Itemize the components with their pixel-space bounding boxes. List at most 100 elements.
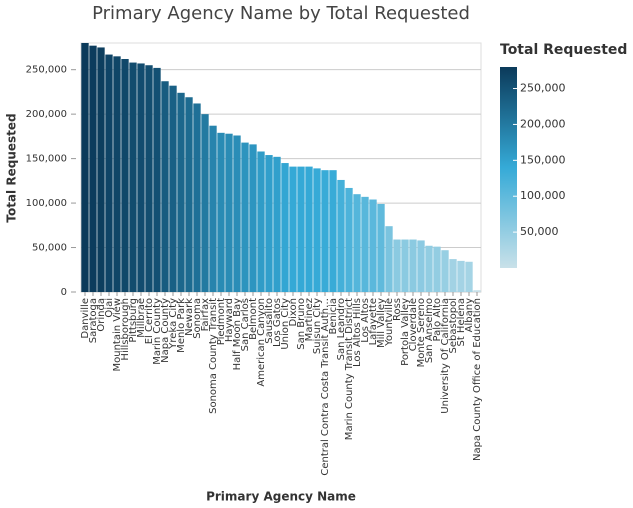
x-tick-label: Millbrae [136, 298, 147, 338]
bar [337, 179, 345, 292]
bar [145, 65, 153, 292]
bar [273, 156, 281, 292]
x-tick-label: Newark [184, 298, 195, 336]
x-tick-label: Yreka City [168, 298, 179, 350]
bar [433, 246, 441, 292]
bar [385, 226, 393, 292]
x-tick-label: Piedmont [216, 298, 227, 345]
bar [457, 260, 465, 292]
x-tick-label: Martinez [304, 298, 315, 341]
x-tick-label: Dixon [288, 298, 299, 327]
bar [449, 259, 457, 292]
color-tick-label: 100,000 [520, 189, 566, 202]
x-tick-label: San Anselmo [424, 298, 435, 363]
x-tick-label: Portola Valley [400, 298, 411, 366]
x-tick-label: University Of California [440, 298, 451, 414]
bar [297, 166, 305, 292]
chart-title: Primary Agency Name by Total Requested [92, 3, 470, 24]
y-axis-label: Total Requested [5, 113, 19, 222]
x-tick-label: Danville [80, 298, 91, 339]
bar [217, 132, 225, 292]
bar [89, 45, 97, 292]
x-tick-label: San Leandro [336, 298, 347, 360]
bar [105, 54, 113, 292]
x-tick-label: Sausalito [264, 298, 275, 344]
bar [97, 47, 105, 293]
x-tick-label: Hillsborough [120, 298, 131, 361]
bar [81, 43, 89, 292]
bar [425, 245, 433, 292]
y-tick-label: 50,000 [32, 243, 67, 254]
bar [193, 103, 201, 292]
x-tick-label: Mountain View [112, 298, 123, 372]
bar [257, 151, 265, 292]
x-axis-label: Primary Agency Name [206, 490, 356, 504]
x-tick-label: Ross [392, 298, 403, 321]
x-tick-label: Napa County [160, 298, 171, 363]
x-tick-label: Union City [280, 298, 291, 350]
bar [225, 133, 233, 292]
bar [265, 155, 273, 292]
color-tick-label: 150,000 [520, 153, 566, 166]
bar [281, 163, 289, 292]
x-tick-label: Los Gatos [272, 298, 283, 347]
bar [401, 239, 409, 292]
x-tick-label: Menlo Park [176, 298, 187, 353]
bar [473, 290, 481, 292]
bar [169, 85, 177, 292]
x-tick-label: Orinda [96, 298, 107, 332]
x-tick-label: Yountville [384, 298, 395, 347]
x-tick-label: Hayward [224, 298, 235, 342]
bar [345, 187, 353, 292]
x-tick-label: Mill Valley [376, 298, 387, 348]
bar [289, 166, 297, 292]
bar [305, 166, 313, 292]
x-tick-label: Ojai [104, 298, 115, 318]
bar [185, 97, 193, 292]
x-tick-label: Half Moon Bay [232, 298, 243, 370]
x-tick-label: American Canyon [256, 298, 267, 387]
x-tick-label: San Bruno [296, 298, 307, 350]
color-bar [500, 67, 517, 268]
bar [377, 203, 385, 292]
bar [465, 261, 473, 292]
y-tick-label: 150,000 [26, 154, 67, 165]
color-tick-label: 200,000 [520, 117, 566, 130]
bar [321, 170, 329, 292]
x-tick-label: Sebastopol [448, 298, 459, 353]
y-tick-label: 100,000 [26, 198, 67, 209]
y-tick-label: 0 [61, 287, 67, 298]
x-tick-label: Suisun City [312, 298, 323, 354]
x-tick-label: Belmont [248, 298, 259, 340]
bar [153, 67, 161, 293]
x-tick-label: Saratoga [88, 298, 99, 343]
bar [353, 194, 361, 292]
x-tick-label: Benicia [328, 298, 339, 335]
x-tick-label: Fairfax [200, 298, 211, 332]
bar [129, 62, 137, 292]
x-tick-label: Sonoma County Transit [208, 298, 219, 414]
x-tick-label: Cloverdale [408, 298, 419, 351]
bar [201, 114, 209, 293]
bar [409, 239, 417, 292]
bar [113, 56, 121, 292]
x-tick-label: Albany [464, 298, 475, 332]
x-tick-label: Sonoma [192, 298, 203, 339]
x-tick-label: Lafayette [368, 298, 379, 345]
x-tick-label: Central Contra Costa Transit Auth… [320, 298, 331, 476]
bar [177, 92, 185, 292]
x-tick-label: San Carlos [240, 298, 251, 351]
bar [209, 125, 217, 292]
x-tick-label: El Cerrito [144, 298, 155, 344]
x-tick-label: Napa County Office of Education [472, 298, 483, 461]
bar [121, 59, 129, 292]
bar [329, 170, 337, 292]
bar [369, 199, 377, 292]
bar [441, 250, 449, 292]
x-tick-label: Pittsburg [128, 298, 139, 343]
y-tick-label: 200,000 [26, 109, 67, 120]
x-tick-label: Marin County [152, 298, 163, 365]
bar [313, 168, 321, 292]
x-tick-label: St Helena [456, 298, 467, 347]
